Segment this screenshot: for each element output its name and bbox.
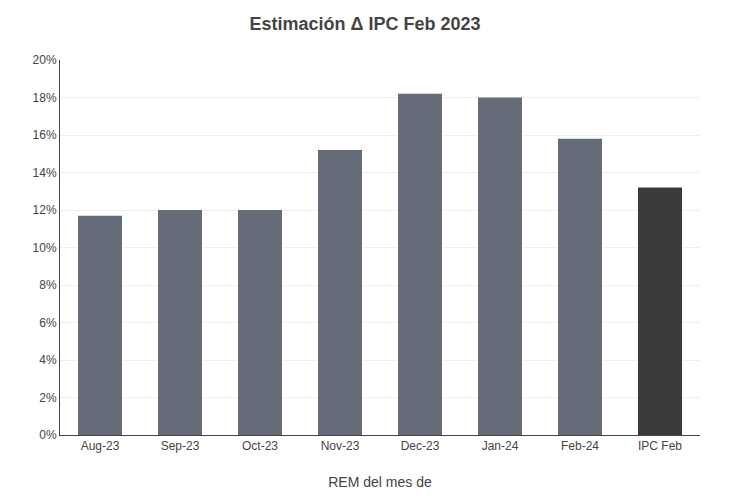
- svg-text:IPC Feb: IPC Feb: [638, 439, 682, 453]
- svg-text:Aug-23: Aug-23: [81, 439, 120, 453]
- svg-text:16%: 16%: [33, 128, 57, 142]
- svg-text:14%: 14%: [33, 166, 57, 180]
- svg-text:Feb-24: Feb-24: [561, 439, 599, 453]
- svg-text:2%: 2%: [39, 391, 57, 405]
- svg-text:Sep-23: Sep-23: [161, 439, 200, 453]
- svg-text:Dec-23: Dec-23: [401, 439, 440, 453]
- svg-text:Estimación Δ IPC Feb 2023: Estimación Δ IPC Feb 2023: [249, 14, 480, 34]
- svg-text:Jan-24: Jan-24: [482, 439, 519, 453]
- svg-text:8%: 8%: [39, 278, 57, 292]
- svg-text:10%: 10%: [33, 241, 57, 255]
- svg-text:12%: 12%: [33, 203, 57, 217]
- svg-text:Nov-23: Nov-23: [321, 439, 360, 453]
- svg-text:6%: 6%: [39, 316, 57, 330]
- svg-text:20%: 20%: [33, 53, 57, 67]
- svg-text:4%: 4%: [39, 353, 57, 367]
- svg-text:REM del mes de: REM del mes de: [328, 474, 432, 490]
- svg-text:Oct-23: Oct-23: [242, 439, 278, 453]
- svg-text:0%: 0%: [39, 428, 57, 442]
- svg-text:18%: 18%: [33, 91, 57, 105]
